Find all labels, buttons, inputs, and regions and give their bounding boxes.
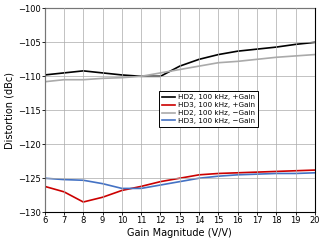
Legend: HD2, 100 kHz, +Gain, HD3, 100 kHz, +Gain, HD2, 100 kHz, −Gain, HD3, 100 kHz, −Ga: HD2, 100 kHz, +Gain, HD3, 100 kHz, +Gain… (159, 91, 258, 127)
HD2, 100 kHz, +Gain (216, 53, 220, 56)
HD2, 100 kHz, +Gain (178, 65, 182, 68)
HD3, 100 kHz, −Gain (236, 173, 240, 176)
HD3, 100 kHz, +Gain (120, 189, 124, 192)
HD2, 100 kHz, −Gain (216, 61, 220, 64)
HD2, 100 kHz, −Gain (101, 77, 105, 80)
HD2, 100 kHz, +Gain (120, 73, 124, 76)
HD3, 100 kHz, +Gain (159, 180, 162, 183)
HD3, 100 kHz, −Gain (313, 171, 317, 174)
Line: HD2, 100 kHz, +Gain: HD2, 100 kHz, +Gain (45, 42, 315, 76)
HD3, 100 kHz, +Gain (274, 170, 278, 173)
HD2, 100 kHz, −Gain (81, 78, 85, 81)
HD2, 100 kHz, −Gain (159, 71, 162, 74)
HD2, 100 kHz, −Gain (255, 58, 259, 61)
HD2, 100 kHz, −Gain (274, 56, 278, 59)
HD2, 100 kHz, +Gain (139, 75, 143, 78)
HD3, 100 kHz, +Gain (43, 185, 46, 188)
HD3, 100 kHz, −Gain (216, 175, 220, 178)
HD2, 100 kHz, −Gain (197, 65, 201, 68)
HD2, 100 kHz, −Gain (236, 60, 240, 63)
HD2, 100 kHz, +Gain (236, 50, 240, 53)
X-axis label: Gain Magnitude (V/V): Gain Magnitude (V/V) (127, 228, 232, 238)
HD3, 100 kHz, −Gain (274, 172, 278, 175)
HD3, 100 kHz, −Gain (255, 173, 259, 176)
HD3, 100 kHz, +Gain (178, 177, 182, 180)
HD2, 100 kHz, +Gain (313, 41, 317, 44)
HD2, 100 kHz, +Gain (274, 46, 278, 49)
HD2, 100 kHz, +Gain (197, 58, 201, 61)
HD3, 100 kHz, +Gain (81, 200, 85, 203)
HD3, 100 kHz, +Gain (197, 173, 201, 176)
HD3, 100 kHz, −Gain (139, 187, 143, 190)
HD2, 100 kHz, +Gain (255, 48, 259, 51)
HD3, 100 kHz, −Gain (197, 177, 201, 180)
HD3, 100 kHz, +Gain (255, 171, 259, 174)
HD2, 100 kHz, +Gain (101, 71, 105, 74)
HD3, 100 kHz, −Gain (294, 172, 298, 175)
HD3, 100 kHz, −Gain (81, 179, 85, 182)
HD3, 100 kHz, −Gain (62, 178, 66, 181)
HD2, 100 kHz, −Gain (120, 76, 124, 79)
HD2, 100 kHz, −Gain (139, 75, 143, 78)
HD2, 100 kHz, +Gain (294, 43, 298, 46)
HD2, 100 kHz, −Gain (294, 54, 298, 57)
HD2, 100 kHz, +Gain (159, 75, 162, 78)
HD3, 100 kHz, +Gain (294, 169, 298, 172)
HD3, 100 kHz, −Gain (178, 180, 182, 183)
HD2, 100 kHz, −Gain (178, 68, 182, 71)
HD3, 100 kHz, −Gain (43, 177, 46, 180)
Line: HD3, 100 kHz, +Gain: HD3, 100 kHz, +Gain (45, 170, 315, 202)
HD3, 100 kHz, −Gain (120, 187, 124, 190)
HD3, 100 kHz, −Gain (159, 183, 162, 186)
HD3, 100 kHz, +Gain (62, 190, 66, 193)
HD2, 100 kHz, +Gain (81, 69, 85, 72)
HD3, 100 kHz, +Gain (101, 196, 105, 199)
HD2, 100 kHz, +Gain (62, 71, 66, 74)
HD3, 100 kHz, −Gain (101, 182, 105, 185)
Line: HD2, 100 kHz, −Gain: HD2, 100 kHz, −Gain (45, 55, 315, 82)
Y-axis label: Distortion (dBc): Distortion (dBc) (5, 72, 15, 149)
Line: HD3, 100 kHz, −Gain: HD3, 100 kHz, −Gain (45, 173, 315, 188)
HD3, 100 kHz, +Gain (139, 185, 143, 188)
HD3, 100 kHz, +Gain (216, 172, 220, 175)
HD2, 100 kHz, +Gain (43, 73, 46, 76)
HD2, 100 kHz, −Gain (62, 78, 66, 81)
HD3, 100 kHz, +Gain (313, 169, 317, 172)
HD3, 100 kHz, +Gain (236, 171, 240, 174)
HD2, 100 kHz, −Gain (313, 53, 317, 56)
HD2, 100 kHz, −Gain (43, 80, 46, 83)
